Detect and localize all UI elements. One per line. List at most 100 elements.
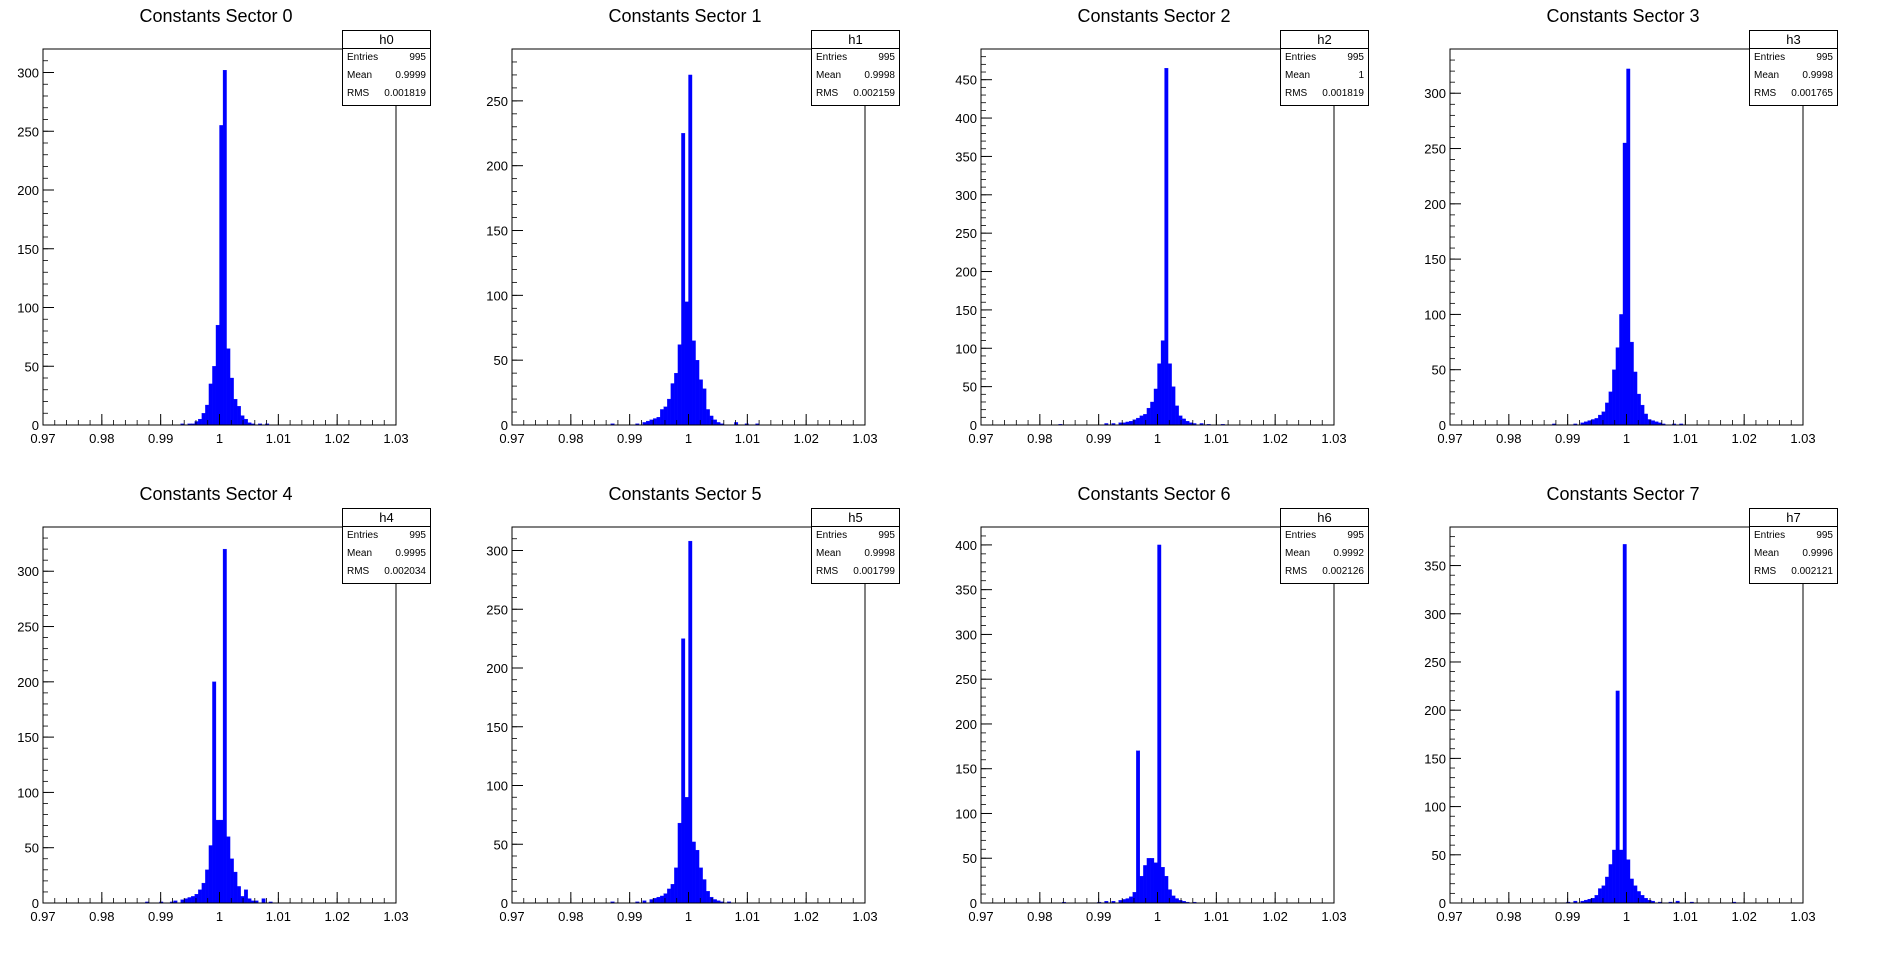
stats-rms-row: RMS 0.001819 [1281, 85, 1368, 103]
stats-value: 0.9998 [864, 548, 895, 559]
stats-mean-row: Mean 0.9998 [812, 67, 899, 85]
histogram-name: h3 [1750, 31, 1837, 49]
stats-label: RMS [1285, 88, 1308, 99]
x-tick-label: 1.03 [852, 431, 877, 446]
stats-label: Mean [1754, 548, 1780, 559]
stats-entries-row: Entries 995 [1750, 49, 1837, 67]
histogram-bar [1629, 341, 1634, 426]
histogram-bar [691, 841, 696, 904]
stats-label: Entries [1754, 530, 1786, 541]
y-tick-label: 50 [963, 851, 977, 866]
x-tick-label: 1 [216, 909, 223, 924]
histogram-bar [1132, 892, 1137, 904]
y-tick-label: 0 [501, 418, 508, 433]
stats-rms-row: RMS 0.002126 [1281, 563, 1368, 581]
stats-label: RMS [1754, 88, 1777, 99]
histogram-bar [1636, 393, 1641, 426]
chart-title: Constants Sector 3 [1546, 6, 1700, 26]
x-tick-label: 1.03 [1321, 909, 1346, 924]
y-tick-label: 250 [17, 124, 39, 139]
y-tick-label: 450 [955, 73, 977, 88]
y-tick-label: 200 [17, 675, 39, 690]
histogram-plot: 0 50 100 150 200 250 300 0.97 0.98 0.99 1 1.01 1.02 1… [1424, 48, 1816, 446]
y-tick-label: 200 [1424, 197, 1446, 212]
histogram-bar [1619, 849, 1624, 904]
histogram-name: h5 [812, 509, 899, 527]
histogram-bar [1174, 405, 1179, 426]
x-tick-label: 1.02 [1732, 909, 1757, 924]
histogram-bar [215, 819, 220, 904]
histogram-bar [208, 383, 213, 426]
histogram-bar [1122, 899, 1126, 904]
histogram-bar [1587, 420, 1592, 426]
y-tick-label: 0 [1439, 896, 1446, 911]
histogram-bar [660, 409, 664, 426]
histogram-bar [663, 893, 668, 904]
y-tick-label: 250 [955, 226, 977, 241]
stats-label: RMS [347, 88, 370, 99]
x-tick-label: 0.97 [499, 909, 524, 924]
histogram-bar [187, 897, 192, 904]
histogram-bar [705, 891, 710, 904]
histogram-bar [698, 867, 703, 904]
histogram-bar [1651, 420, 1655, 426]
x-tick-label: 0.98 [558, 431, 583, 446]
stats-rms-row: RMS 0.002159 [812, 85, 899, 103]
histogram-bar [1598, 888, 1602, 904]
stats-label: Entries [816, 52, 848, 63]
stats-entries-row: Entries 995 [812, 527, 899, 545]
histogram-bar [233, 871, 238, 904]
y-tick-label: 100 [1424, 307, 1446, 322]
stats-value: 0.002126 [1322, 566, 1364, 577]
histogram-bar [1612, 849, 1617, 904]
histogram-bar [1647, 419, 1652, 426]
y-tick-label: 300 [955, 627, 977, 642]
histogram-name: h2 [1281, 31, 1368, 49]
y-tick-label: 50 [1432, 363, 1446, 378]
histogram-pad-7: Constants Sector 7 0 50 100 150 200 250 300 350 0… [1407, 478, 1876, 956]
x-tick-label: 0.99 [148, 431, 173, 446]
histogram-bar [1182, 418, 1186, 426]
stats-label: RMS [1285, 566, 1308, 577]
histogram-bar [205, 869, 210, 904]
stats-value: 0.9998 [1802, 70, 1833, 81]
histogram-pad-6: Constants Sector 6 0 50 100 150 200 250 300 350 4… [938, 478, 1407, 956]
stats-mean-row: Mean 0.9996 [1750, 545, 1837, 563]
y-tick-label: 250 [1424, 655, 1446, 670]
chart-title: Constants Sector 0 [139, 6, 293, 26]
x-tick-label: 1.02 [325, 431, 350, 446]
y-tick-label: 350 [1424, 559, 1446, 574]
x-tick-label: 0.99 [1555, 431, 1580, 446]
x-tick-label: 0.99 [617, 431, 642, 446]
stats-mean-row: Mean 1 [1281, 67, 1368, 85]
y-tick-label: 0 [32, 418, 39, 433]
histogram-bar [1146, 407, 1151, 426]
histogram-bar [656, 896, 661, 904]
histogram-pad-4: Constants Sector 4 0 50 100 150 200 250 300 0.97… [0, 478, 469, 956]
stats-box: h0 Entries 995 Mean 0.9999 RMS 0.001819 [342, 30, 431, 106]
stats-entries-row: Entries 995 [1281, 49, 1368, 67]
histogram-bar [1633, 371, 1638, 426]
histogram-bar [684, 797, 689, 904]
histogram-bar [261, 898, 266, 904]
histogram-bar [1643, 898, 1648, 904]
stats-entries-row: Entries 995 [1750, 527, 1837, 545]
y-tick-label: 0 [970, 896, 977, 911]
chart-title: Constants Sector 7 [1546, 484, 1700, 504]
histogram-name: h7 [1750, 509, 1837, 527]
stats-value: 0.9998 [864, 70, 895, 81]
y-tick-label: 100 [17, 785, 39, 800]
x-tick-label: 0.97 [499, 431, 524, 446]
histogram-bar [1601, 411, 1606, 426]
histogram-bar [670, 383, 675, 426]
chart-title: Constants Sector 5 [608, 484, 762, 504]
y-tick-label: 300 [486, 544, 508, 559]
histogram-bar [1125, 898, 1130, 904]
x-tick-label: 0.98 [1496, 431, 1521, 446]
histogram-bar [1143, 865, 1148, 904]
histogram-bar [709, 415, 714, 426]
histogram-bar [1629, 878, 1634, 904]
y-tick-label: 50 [25, 841, 39, 856]
stats-rms-row: RMS 0.001799 [812, 563, 899, 581]
stats-value: 995 [878, 530, 895, 541]
